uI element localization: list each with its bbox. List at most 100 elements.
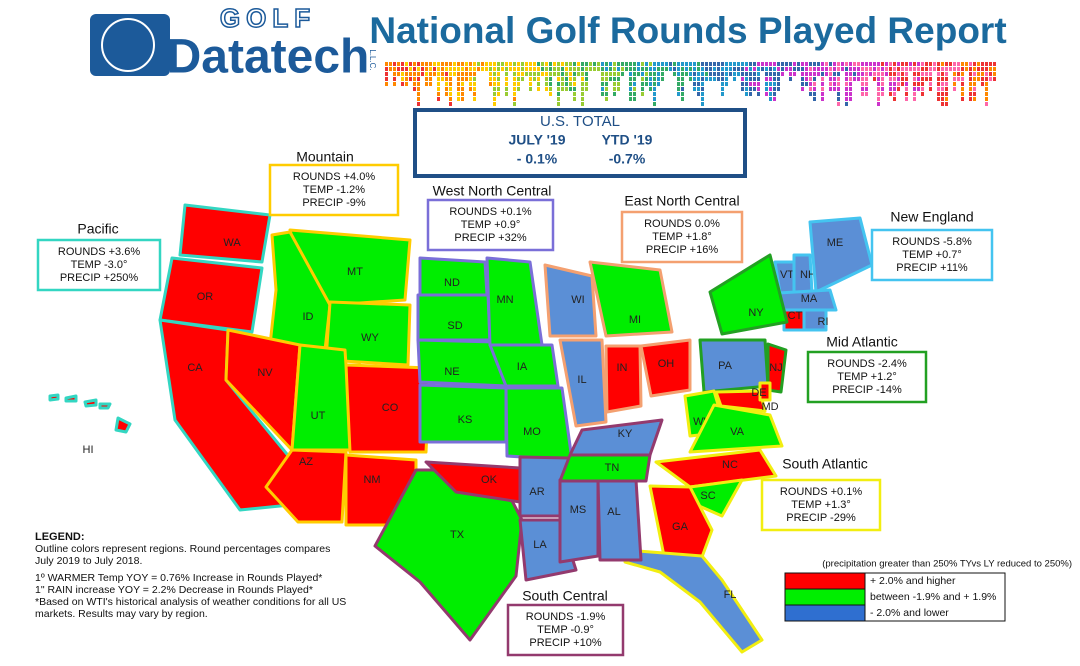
strip-cell (809, 72, 812, 76)
strip-cell (557, 92, 560, 96)
strip-cell (973, 67, 976, 71)
strip-cell (453, 67, 456, 71)
state (808, 216, 874, 294)
strip-cell (529, 67, 532, 71)
strip-cell (745, 77, 748, 81)
region-box (268, 163, 400, 217)
strip-cell (733, 72, 736, 76)
strip-cell (769, 82, 772, 86)
strip-cell (893, 62, 896, 66)
strip-cell (537, 77, 540, 81)
strip-cell (605, 77, 608, 81)
strip-cell (529, 87, 532, 91)
strip-cell (557, 82, 560, 86)
strip-cell (585, 82, 588, 86)
strip-cell (813, 67, 816, 71)
strip-cell (413, 77, 416, 81)
strip-cell (541, 72, 544, 76)
us-total-change: -0.7% (609, 151, 646, 167)
strip-cell (745, 87, 748, 91)
strip-cell (889, 62, 892, 66)
state (688, 403, 784, 454)
strip-cell (969, 72, 972, 76)
strip-cell (409, 77, 412, 81)
strip-cell (513, 82, 516, 86)
strip-cell (841, 62, 844, 66)
region-name: New England (890, 209, 973, 225)
strip-cell (413, 87, 416, 91)
strip-cell (693, 62, 696, 66)
strip-cell (813, 97, 816, 101)
strip-cell (953, 87, 956, 91)
strip-cell (749, 77, 752, 81)
region-name: West North Central (433, 183, 552, 199)
state (758, 381, 772, 402)
strip-cell (653, 102, 656, 106)
strip-cell (649, 87, 652, 91)
strip-cell (605, 97, 608, 101)
strip-cell (581, 67, 584, 71)
strip-cell (545, 87, 548, 91)
strip-cell (849, 77, 852, 81)
strip-cell (821, 67, 824, 71)
state (158, 256, 264, 334)
strip-cell (573, 92, 576, 96)
strip-cell (985, 92, 988, 96)
strip-cell (461, 77, 464, 81)
strip-cell (881, 92, 884, 96)
strip-cell (469, 72, 472, 76)
strip-cell (713, 67, 716, 71)
strip-cell (893, 72, 896, 76)
strip-cell (777, 72, 780, 76)
strip-cell (901, 77, 904, 81)
strip-cell (849, 92, 852, 96)
strip-cell (505, 67, 508, 71)
strip-cell (533, 72, 536, 76)
strip-cell (905, 67, 908, 71)
state (588, 260, 674, 338)
state (488, 343, 560, 388)
strip-cell (533, 67, 536, 71)
state (178, 203, 272, 264)
strip-cell (481, 62, 484, 66)
strip-cell (697, 67, 700, 71)
strip-cell (573, 62, 576, 66)
strip-cell (625, 67, 628, 71)
strip-cell (473, 82, 476, 86)
strip-cell (601, 72, 604, 76)
strip-cell (409, 62, 412, 66)
region-name: Pacific (77, 221, 118, 237)
strip-cell (653, 87, 656, 91)
strip-cell (893, 87, 896, 91)
strip-cell (557, 87, 560, 91)
state (802, 308, 828, 332)
strip-cell (765, 62, 768, 66)
strip-cell (425, 82, 428, 86)
strip-cell (557, 67, 560, 71)
strip-cell (753, 82, 756, 86)
state-label: NH (800, 269, 816, 281)
region-stat: TEMP +1.2° (837, 371, 897, 383)
strip-cell (661, 62, 664, 66)
strip-cell (881, 72, 884, 76)
strip-cell (645, 62, 648, 66)
strip-cell (585, 87, 588, 91)
strip-cell (861, 62, 864, 66)
strip-cell (673, 72, 676, 76)
strip-cell (789, 72, 792, 76)
strip-cell (601, 62, 604, 66)
strip-cell (757, 67, 760, 71)
strip-cell (837, 77, 840, 81)
region-stat: TEMP +0.9° (461, 219, 521, 231)
strip-cell (893, 67, 896, 71)
strip-cell (805, 72, 808, 76)
strip-cell (517, 62, 520, 66)
strip-cell (817, 62, 820, 66)
strip-cell (917, 72, 920, 76)
strip-cell (417, 62, 420, 66)
strip-cell (929, 87, 932, 91)
strip-cell (877, 97, 880, 101)
strip-cell (685, 62, 688, 66)
strip-cell (445, 72, 448, 76)
strip-cell (977, 72, 980, 76)
